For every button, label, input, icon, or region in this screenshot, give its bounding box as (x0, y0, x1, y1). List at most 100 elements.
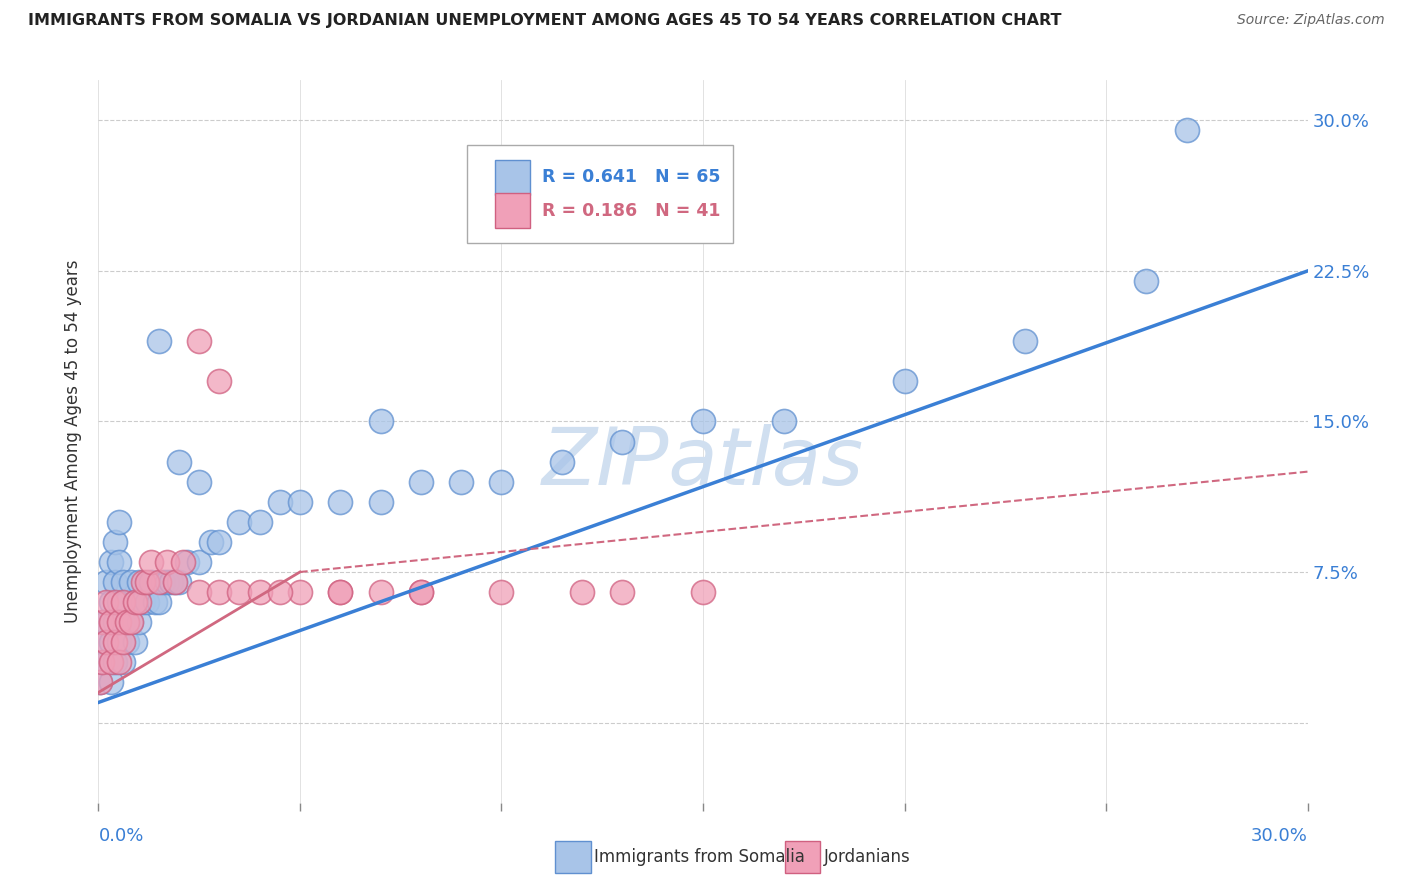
Point (100, 555, 122, 569)
Point (409, 585, 432, 599)
Point (450, 475, 472, 489)
Point (124, 595, 146, 609)
Point (148, 595, 170, 609)
Text: IMMIGRANTS FROM SOMALIA VS JORDANIAN UNEMPLOYMENT AMONG AGES 45 TO 54 YEARS CORR: IMMIGRANTS FROM SOMALIA VS JORDANIAN UNE… (28, 13, 1062, 29)
Point (163, 574, 186, 589)
Point (156, 574, 179, 589)
Point (96, 574, 118, 589)
Text: Immigrants from Somalia: Immigrants from Somalia (595, 848, 806, 866)
Point (148, 334, 170, 349)
Point (188, 334, 211, 349)
Point (200, 534, 222, 549)
FancyBboxPatch shape (495, 160, 530, 195)
Point (96, 635, 118, 649)
Point (107, 655, 129, 669)
Text: Jordanians: Jordanians (824, 848, 911, 866)
FancyBboxPatch shape (555, 841, 591, 873)
Point (167, 574, 190, 589)
Point (107, 635, 129, 649)
Text: Source: ZipAtlas.com: Source: ZipAtlas.com (1237, 13, 1385, 28)
Point (893, 375, 915, 389)
Point (228, 515, 250, 529)
Point (409, 475, 432, 489)
Point (96, 655, 118, 669)
Point (139, 555, 162, 569)
Point (172, 555, 194, 569)
Point (160, 574, 183, 589)
Point (135, 574, 157, 589)
Point (103, 635, 125, 649)
Point (571, 585, 593, 599)
Point (288, 494, 311, 508)
Point (128, 574, 150, 589)
Point (370, 585, 392, 599)
Point (1014, 334, 1036, 349)
Point (176, 555, 198, 569)
Point (103, 595, 125, 609)
Point (491, 475, 513, 489)
Point (269, 494, 291, 508)
Text: R = 0.641   N = 65: R = 0.641 N = 65 (543, 169, 721, 186)
Point (163, 574, 186, 589)
Point (188, 555, 211, 569)
Point (188, 475, 211, 489)
Point (228, 585, 250, 599)
Point (100, 675, 122, 690)
Point (96, 615, 118, 630)
Point (167, 455, 190, 469)
Point (551, 455, 574, 469)
Point (612, 585, 634, 599)
Point (124, 595, 146, 609)
Point (208, 375, 231, 389)
Y-axis label: Unemployment Among Ages 45 to 54 years: Unemployment Among Ages 45 to 54 years (63, 260, 82, 624)
Point (103, 655, 125, 669)
Point (208, 585, 231, 599)
Point (107, 555, 129, 569)
Point (692, 414, 714, 429)
Point (269, 585, 291, 599)
Point (89, 675, 111, 690)
Point (100, 635, 122, 649)
Point (139, 574, 162, 589)
Point (288, 585, 311, 599)
Point (111, 655, 134, 669)
Point (91, 615, 114, 630)
Point (1175, 123, 1198, 137)
Point (329, 494, 352, 508)
Point (120, 615, 142, 630)
Point (491, 585, 513, 599)
Point (89, 675, 111, 690)
Point (111, 574, 134, 589)
Point (91, 615, 114, 630)
Point (329, 585, 352, 599)
Point (93, 635, 115, 649)
Point (96, 595, 118, 609)
Text: ZIPatlas: ZIPatlas (541, 425, 865, 502)
Point (107, 615, 129, 630)
Point (100, 655, 122, 669)
Text: 0.0%: 0.0% (98, 827, 143, 845)
Point (249, 585, 271, 599)
FancyBboxPatch shape (467, 145, 734, 243)
Point (128, 615, 150, 630)
Point (107, 595, 129, 609)
Point (115, 635, 138, 649)
Point (156, 555, 179, 569)
Point (132, 574, 155, 589)
Point (128, 595, 150, 609)
Point (772, 414, 794, 429)
Point (370, 494, 392, 508)
Point (329, 585, 352, 599)
FancyBboxPatch shape (785, 841, 820, 873)
Point (103, 574, 125, 589)
Point (91, 655, 114, 669)
Point (409, 585, 432, 599)
Point (188, 585, 211, 599)
Point (103, 534, 125, 549)
Point (107, 515, 129, 529)
Point (111, 635, 134, 649)
Point (100, 615, 122, 630)
Point (143, 595, 166, 609)
Point (115, 615, 138, 630)
Point (132, 595, 155, 609)
